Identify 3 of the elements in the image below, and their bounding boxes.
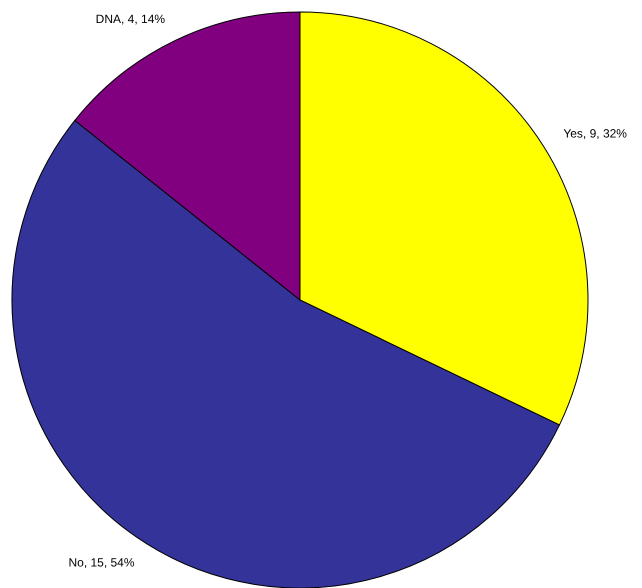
slice-label: No, 15, 54% — [68, 556, 135, 570]
slice-label: DNA, 4, 14% — [96, 12, 166, 26]
slice-label: Yes, 9, 32% — [563, 126, 628, 141]
